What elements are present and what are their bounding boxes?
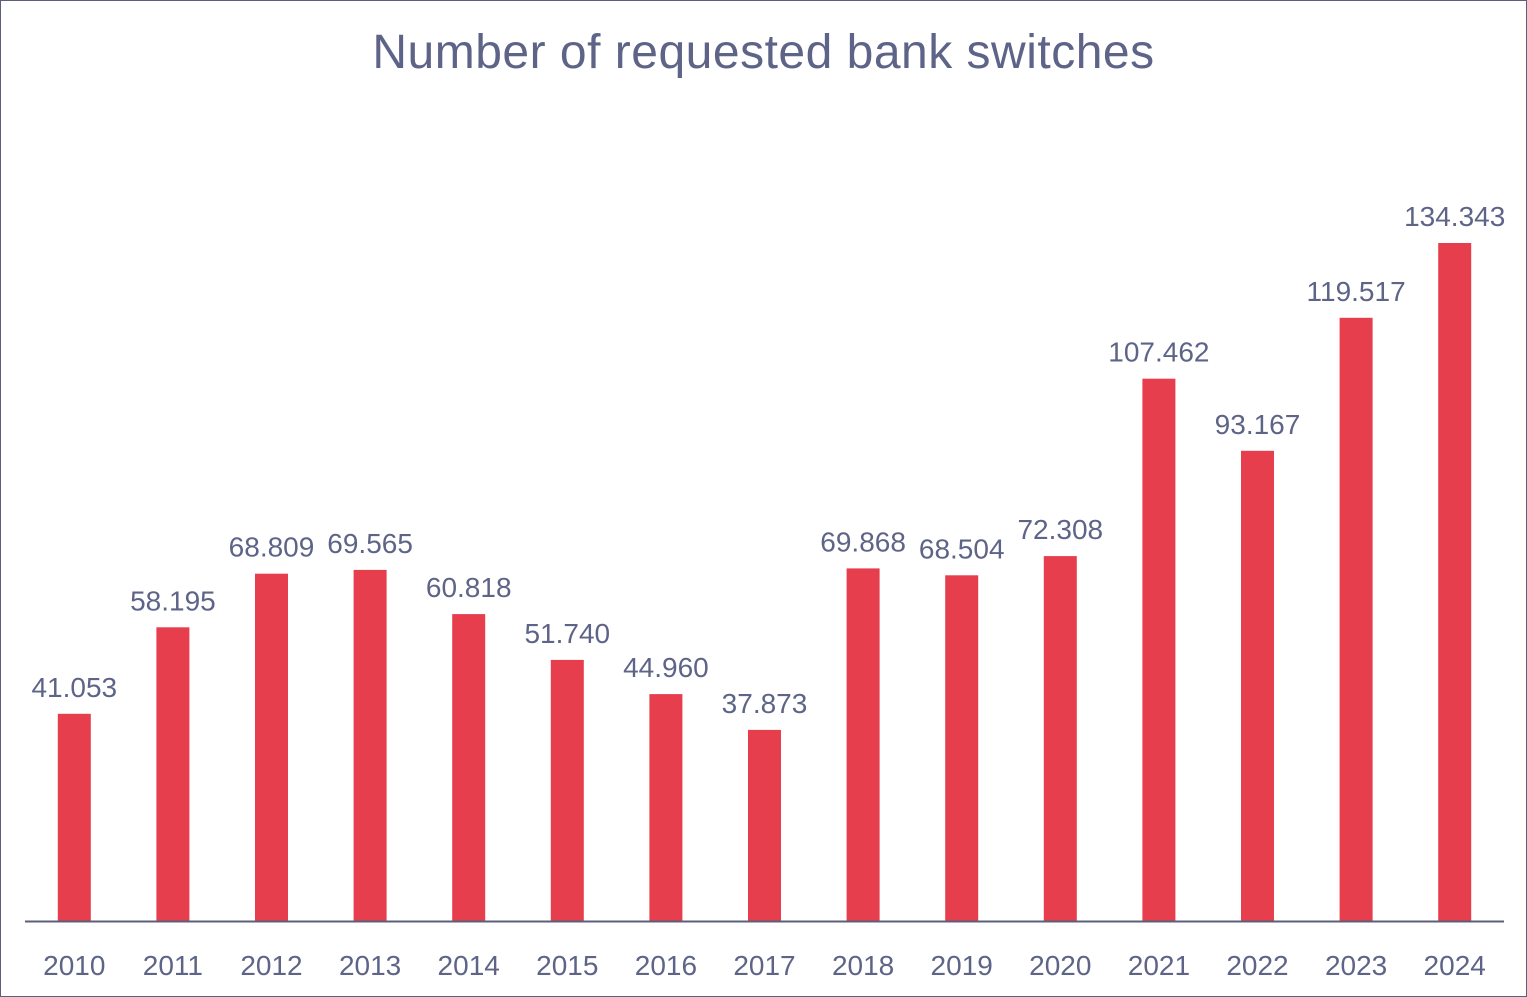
- bar-2019: [945, 575, 979, 921]
- bar-2015: [550, 659, 584, 921]
- x-tick-label-2018: 2018: [832, 950, 894, 981]
- bar-2023: [1339, 317, 1373, 921]
- bar-2010: [57, 713, 91, 921]
- x-tick-label-2024: 2024: [1424, 950, 1486, 981]
- x-tick-label-2022: 2022: [1226, 950, 1288, 981]
- value-label-2023: 119.517: [1307, 276, 1406, 307]
- value-labels-group: 41.053 58.195 68.809 69.565 60.818 51.740 44.9…: [31, 201, 1505, 719]
- x-tick-label-2015: 2015: [536, 950, 598, 981]
- value-label-2020: 72.308: [1017, 514, 1103, 545]
- value-label-2022: 93.167: [1215, 409, 1301, 440]
- value-label-2010: 41.053: [31, 672, 117, 703]
- bar-2012: [255, 573, 288, 921]
- bar-2021: [1142, 378, 1176, 921]
- value-label-2014: 60.818: [426, 572, 512, 603]
- x-tick-label-2014: 2014: [438, 950, 500, 981]
- x-tick-label-2020: 2020: [1029, 950, 1091, 981]
- x-tick-label-2016: 2016: [635, 950, 697, 981]
- x-tick-label-2010: 2010: [43, 950, 105, 981]
- x-tick-label-2023: 2023: [1325, 950, 1387, 981]
- value-label-2018: 69.868: [820, 526, 906, 557]
- x-tick-label-2013: 2013: [339, 950, 401, 981]
- value-label-2013: 69.565: [327, 528, 413, 559]
- value-label-2021: 107.462: [1108, 337, 1209, 368]
- x-tick-label-2021: 2021: [1128, 950, 1190, 981]
- x-tick-labels-group: 2010 2011 2012 2013 2014 2015 2016 2017 2018 2019…: [43, 950, 1486, 981]
- bar-2018: [846, 568, 880, 921]
- value-label-2019: 68.504: [919, 533, 1005, 564]
- bar-2022: [1241, 450, 1274, 921]
- value-label-2024: 134.343: [1404, 201, 1505, 232]
- x-tick-label-2011: 2011: [143, 950, 203, 981]
- bar-2011: [156, 627, 190, 921]
- bar-2014: [452, 614, 486, 921]
- value-label-2017: 37.873: [722, 688, 808, 719]
- bar-2017: [748, 729, 781, 921]
- bars-group: [57, 243, 1472, 921]
- value-label-2015: 51.740: [524, 618, 610, 649]
- x-tick-label-2017: 2017: [733, 950, 795, 981]
- chart-title: Number of requested bank switches: [372, 26, 1155, 79]
- bar-2024: [1438, 243, 1472, 921]
- x-tick-label-2012: 2012: [240, 950, 302, 981]
- bar-2016: [649, 694, 683, 921]
- bar-2013: [353, 569, 387, 921]
- x-tick-label-2019: 2019: [931, 950, 993, 981]
- value-label-2012: 68.809: [229, 532, 315, 563]
- value-label-2016: 44.960: [623, 652, 709, 683]
- value-label-2011: 58.195: [130, 585, 216, 616]
- bar-2020: [1043, 556, 1077, 921]
